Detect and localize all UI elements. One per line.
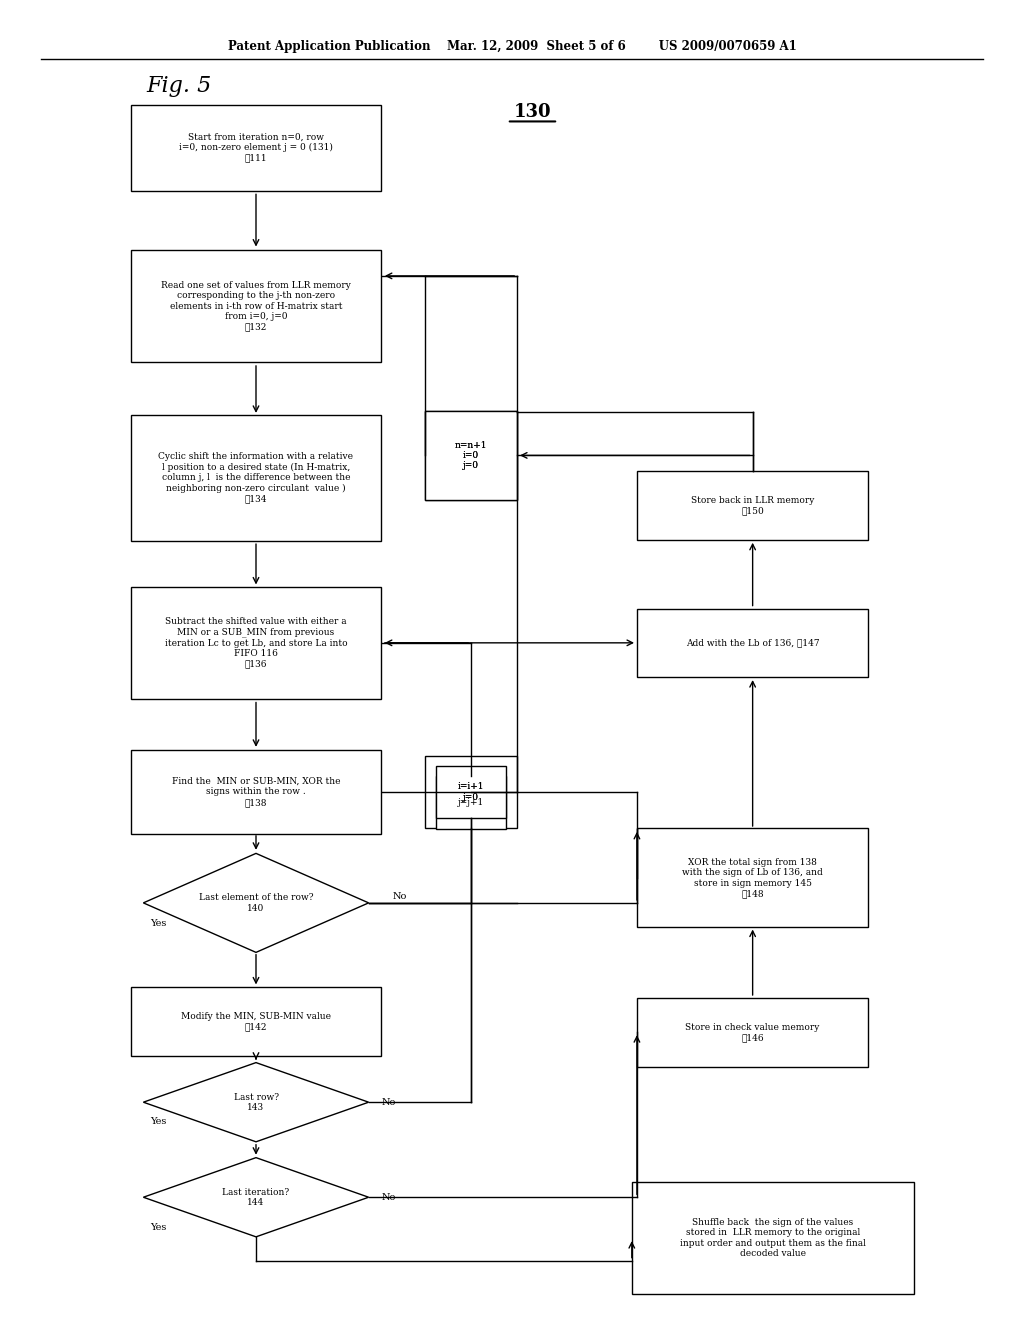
Text: Store in check value memory
͟146: Store in check value memory ͟146 <box>685 1023 820 1041</box>
Text: Find the  MIN or SUB-MIN, XOR the
signs within the row .
͟138: Find the MIN or SUB-MIN, XOR the signs w… <box>172 777 340 807</box>
Text: Subtract the shifted value with either a
MIN or a SUB_MIN from previous
iteratio: Subtract the shifted value with either a… <box>165 618 347 668</box>
FancyBboxPatch shape <box>436 776 506 829</box>
Text: Cyclic shift the information with a relative
l position to a desired state (In H: Cyclic shift the information with a rela… <box>159 453 353 503</box>
Text: Fig. 5: Fig. 5 <box>146 75 212 96</box>
Text: Shuffle back  the sign of the values
stored in  LLR memory to the original
input: Shuffle back the sign of the values stor… <box>680 1218 866 1258</box>
FancyBboxPatch shape <box>131 104 381 190</box>
FancyBboxPatch shape <box>632 1183 913 1294</box>
Text: n=n+1
i=0
j=0: n=n+1 i=0 j=0 <box>455 441 487 470</box>
FancyBboxPatch shape <box>425 411 517 500</box>
Text: n=n+1
i=0
j=0: n=n+1 i=0 j=0 <box>455 441 487 470</box>
FancyBboxPatch shape <box>637 471 867 540</box>
Text: Yes: Yes <box>151 1224 167 1232</box>
FancyBboxPatch shape <box>637 609 867 677</box>
Text: No: No <box>382 1193 396 1201</box>
FancyBboxPatch shape <box>436 766 506 818</box>
FancyBboxPatch shape <box>131 586 381 700</box>
Text: Last row?
143: Last row? 143 <box>233 1093 279 1111</box>
Polygon shape <box>143 854 369 953</box>
FancyBboxPatch shape <box>131 750 381 834</box>
Text: i=i+1
j=0: i=i+1 j=0 <box>458 783 484 801</box>
Text: Last iteration?
144: Last iteration? 144 <box>222 1188 290 1206</box>
Text: No: No <box>392 892 407 900</box>
Text: Modify the MIN, SUB-MIN value
͟142: Modify the MIN, SUB-MIN value ͟142 <box>181 1012 331 1031</box>
FancyBboxPatch shape <box>637 829 867 927</box>
Text: Start from iteration n=0, row
i=0, non-zero element j = 0 (131)
͟111: Start from iteration n=0, row i=0, non-z… <box>179 133 333 162</box>
Text: Read one set of values from LLR memory
corresponding to the j-th non-zero
elemen: Read one set of values from LLR memory c… <box>161 281 351 331</box>
FancyBboxPatch shape <box>425 755 517 829</box>
Text: Store back in LLR memory
͟150: Store back in LLR memory ͟150 <box>691 496 814 515</box>
Polygon shape <box>143 1158 369 1237</box>
FancyBboxPatch shape <box>425 411 517 500</box>
Text: Yes: Yes <box>151 920 167 928</box>
Text: XOR the total sign from 138
with the sign of Lb of 136, and
store in sign memory: XOR the total sign from 138 with the sig… <box>682 858 823 898</box>
Text: j=j+1: j=j+1 <box>458 799 484 807</box>
Text: No: No <box>382 1098 396 1106</box>
FancyBboxPatch shape <box>131 987 381 1056</box>
Text: Yes: Yes <box>151 1118 167 1126</box>
FancyBboxPatch shape <box>637 998 867 1067</box>
Text: Last element of the row?
140: Last element of the row? 140 <box>199 894 313 912</box>
FancyBboxPatch shape <box>131 251 381 362</box>
Polygon shape <box>143 1063 369 1142</box>
FancyBboxPatch shape <box>131 414 381 541</box>
Text: Add with the Lb of 136, ͟147: Add with the Lb of 136, ͟147 <box>686 639 819 647</box>
Text: Patent Application Publication    Mar. 12, 2009  Sheet 5 of 6        US 2009/007: Patent Application Publication Mar. 12, … <box>227 40 797 53</box>
Text: i=i+1
j=0: i=i+1 j=0 <box>458 783 484 801</box>
Text: 130: 130 <box>514 103 551 121</box>
